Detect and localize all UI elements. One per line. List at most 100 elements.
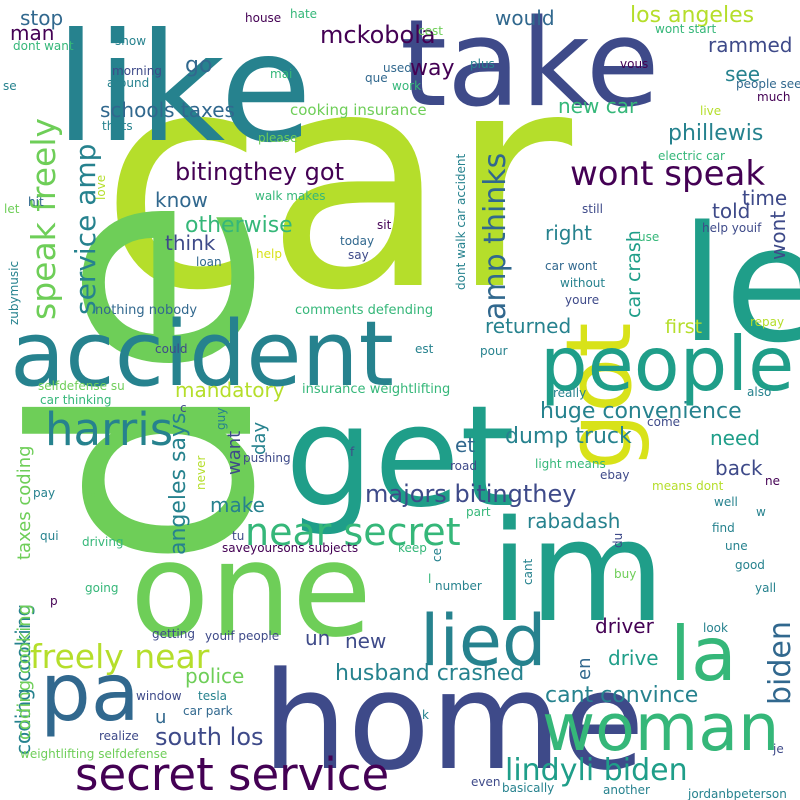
word-ne: ne (765, 474, 780, 488)
word-le: le (680, 191, 800, 378)
word-p: p (50, 594, 58, 608)
word-well: well (714, 495, 738, 509)
word-insurance-weightlifting: insurance weightlifting (302, 382, 450, 397)
word-even: even (471, 775, 500, 789)
word-people-see: people see (736, 77, 800, 91)
word-hate: hate (290, 7, 317, 21)
word-morning: morning (112, 64, 162, 78)
word-f: f (350, 445, 355, 459)
word-without: without (560, 276, 605, 290)
word-used: used (383, 61, 412, 75)
word-cant: cant (521, 558, 535, 585)
word-road: road (450, 459, 477, 473)
word-angeles-says: angeles says (166, 413, 191, 555)
word-people: people (540, 320, 794, 408)
word-est: est (415, 342, 434, 356)
word-saveyoursons-subjects: saveyoursons subjects (222, 541, 358, 555)
word-work: work (392, 79, 421, 93)
word-man: man (10, 21, 54, 45)
word-zubymusic: zubymusic (7, 261, 21, 325)
word-cant-convince: cant convince (545, 683, 698, 708)
word-first: first (665, 316, 702, 338)
word-make: make (210, 493, 265, 517)
word-cest: cest (418, 24, 443, 38)
word-take: take (400, 0, 660, 134)
word-number: number (435, 579, 482, 593)
word-mandatory: mandatory (175, 378, 285, 402)
word-freely-near: freely near (30, 637, 210, 676)
word-cooking-insurance: cooking insurance (290, 101, 427, 119)
word-en: en (574, 658, 595, 680)
word-coding-cooking: coding cooking (14, 604, 35, 740)
word-way: way (410, 56, 455, 81)
word-realize: realize (99, 729, 139, 743)
word-mckobola: mckobola (320, 21, 436, 49)
word-dump-truck: dump truck (505, 424, 632, 449)
word-getting: getting (152, 627, 195, 641)
word-never: never (194, 456, 208, 490)
word-drive: drive (608, 646, 659, 670)
word-car-crash: car crash (623, 230, 645, 318)
word-yall: yall (755, 581, 776, 595)
word-wont: wont (766, 211, 790, 260)
word-phillewis: phillewis (668, 121, 763, 146)
word-know: know (155, 188, 208, 212)
word-basically: basically (502, 781, 554, 795)
word-good: good (735, 558, 765, 572)
word-wont-start: wont start (655, 22, 717, 36)
word-like: like (55, 2, 312, 176)
word-told: told (712, 199, 750, 223)
word-pay: pay (33, 486, 55, 500)
word-light-means: light means (535, 457, 606, 471)
word-im: im (490, 491, 665, 654)
word-dont-want: dont want (13, 39, 74, 53)
word-ebay: ebay (600, 468, 629, 482)
word-pa: pa (40, 646, 140, 739)
word-use: use (638, 230, 659, 244)
word-also: also (747, 385, 771, 399)
word-qui: qui (40, 529, 59, 543)
word-youre: youre (565, 293, 599, 307)
word-comments-defending: comments defending (295, 303, 433, 318)
word-dont-walk-car-accident: dont walk car accident (454, 153, 468, 290)
word-los-angeles: los angeles (630, 3, 754, 28)
word-new: new (345, 629, 386, 653)
word-new-car: new car (558, 94, 638, 118)
word-je: je (772, 742, 784, 756)
word-stop: stop (20, 6, 63, 30)
word-k: k (422, 708, 429, 722)
word-could: could (155, 342, 188, 356)
word-tesla: tesla (198, 689, 227, 703)
word-keep: keep (398, 541, 427, 555)
word-accident: accident (10, 302, 394, 407)
word-love: love (94, 175, 108, 200)
word-part: part (466, 505, 491, 519)
word-come: come (647, 415, 680, 429)
word-speak-freely: speak freely (24, 118, 63, 320)
word-one: one (130, 514, 372, 666)
word-house: house (245, 11, 281, 25)
word-got: got (547, 323, 652, 470)
word-guy: guy (214, 408, 228, 430)
word-u: u (155, 707, 166, 728)
word-tu: tu (232, 529, 244, 543)
word-que: que (365, 71, 388, 85)
word-jordanbpeterson: jordanbpeterson (687, 787, 787, 800)
word-de: de (0, 195, 321, 570)
word-back: back (715, 456, 763, 480)
word-rammed: rammed (708, 33, 792, 57)
word-buy: buy (614, 567, 636, 581)
word-walk-makes: walk makes (255, 189, 325, 203)
word-police: police (185, 664, 244, 688)
word-driver: driver (595, 614, 655, 638)
word-right: right (545, 221, 592, 245)
word-lied: lied (420, 600, 546, 682)
word-w: w (756, 505, 766, 519)
word-huge-convenience: huge convenience (540, 399, 742, 424)
word-south-los: south los (155, 723, 264, 751)
word-would: would (495, 6, 555, 30)
word-majors-bitingthey: majors bitingthey (365, 480, 576, 508)
word-du: du (611, 533, 625, 548)
word-coding-cooking: coding cooking (11, 604, 35, 755)
